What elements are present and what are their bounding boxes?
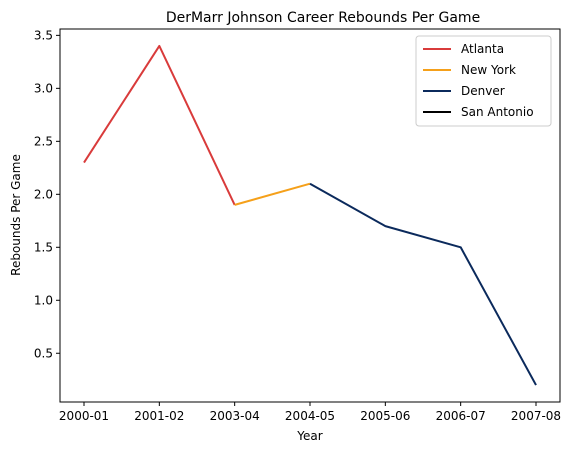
y-tick-label: 1.0 [34,293,53,307]
x-axis-label: Year [296,429,322,443]
x-tick-label: 2007-08 [511,409,561,423]
y-tick-label: 1.5 [34,240,53,254]
y-tick-label: 2.5 [34,134,53,148]
x-tick-label: 2003-04 [210,409,260,423]
legend-label-denver: Denver [461,84,505,98]
y-tick-label: 3.5 [34,28,53,42]
series-line-atlanta [83,44,236,206]
legend-label-atlanta: Atlanta [461,42,504,56]
legend-box [415,35,552,127]
x-tick-label: 2001-02 [134,409,184,423]
x-tick-label: 2005-06 [360,409,410,423]
y-tick-label: 3.0 [34,81,53,95]
chart-title: DerMarr Johnson Career Rebounds Per Game [166,10,480,26]
y-tick-label: 0.5 [34,346,53,360]
series-line-denver [309,182,537,386]
x-tick-label: 2006-07 [436,409,486,423]
series-line-new-york [234,182,311,206]
x-tick-label: 2004-05 [285,409,335,423]
legend-label-new-york: New York [461,63,516,77]
x-tick-label: 2000-01 [59,409,109,423]
legend-label-san-antonio: San Antonio [461,105,534,119]
y-tick-label: 2.0 [34,187,53,201]
y-axis-label: Rebounds Per Game [9,154,23,276]
legend: Atlanta New York Denver San Antonio [415,35,552,127]
